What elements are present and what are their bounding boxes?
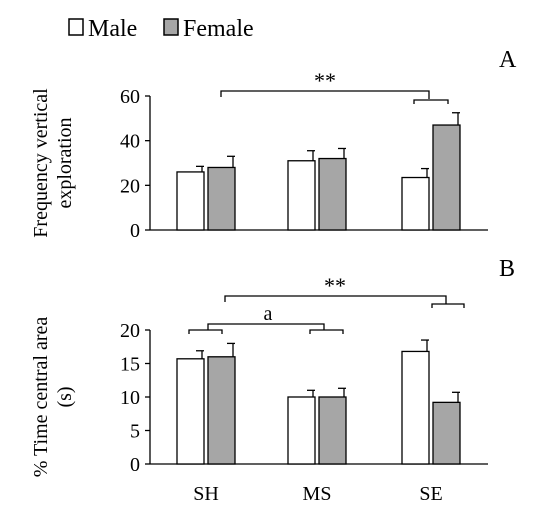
panel-label-B: B bbox=[499, 256, 515, 282]
sig-bracket-group bbox=[188, 329, 223, 334]
sig-label: ** bbox=[324, 273, 346, 298]
bar-male-se bbox=[401, 350, 430, 465]
x-tick-label-ms: MS bbox=[303, 483, 332, 505]
sig-label: ** bbox=[314, 68, 336, 93]
sig-letter: a bbox=[264, 303, 273, 325]
sig-bracket-group bbox=[431, 303, 465, 308]
bar-female-sh bbox=[207, 356, 236, 465]
y-tick-label: 20 bbox=[120, 320, 140, 342]
y-axis-label-line: Frequency vertical bbox=[30, 88, 52, 238]
legend-female-swatch bbox=[163, 18, 179, 36]
bar-male-ms bbox=[287, 396, 316, 465]
bar-male-sh bbox=[176, 171, 205, 231]
bar-female-sh bbox=[207, 166, 236, 231]
legend-male-label: Male bbox=[88, 16, 137, 42]
bar-female-ms bbox=[318, 157, 347, 231]
y-tick-label: 0 bbox=[130, 220, 140, 242]
y-tick-label: 10 bbox=[120, 387, 140, 409]
legend-svg: Male Female bbox=[68, 16, 254, 42]
y-axis-label-line: % Time central area bbox=[30, 317, 52, 478]
sig-bracket-small bbox=[413, 99, 449, 104]
y-tick-label: 5 bbox=[130, 421, 140, 443]
bar-male-se bbox=[401, 176, 430, 231]
x-tick-label-se: SE bbox=[419, 483, 442, 505]
y-axis-label-line: exploration bbox=[54, 117, 76, 208]
y-tick-label: 15 bbox=[120, 354, 140, 376]
y-tick-label: 0 bbox=[130, 454, 140, 476]
sig-bracket-group bbox=[309, 329, 344, 334]
sig-bracket-large bbox=[224, 295, 447, 304]
y-tick-label: 20 bbox=[120, 175, 140, 197]
y-tick-label: 60 bbox=[120, 86, 140, 108]
bar-male-ms bbox=[287, 160, 316, 231]
sig-bracket-large bbox=[220, 90, 430, 99]
legend-male-swatch bbox=[68, 18, 84, 36]
sig-bracket-sh-ms bbox=[207, 323, 325, 330]
legend-female-label: Female bbox=[183, 16, 254, 42]
x-tick-label-sh: SH bbox=[193, 483, 219, 505]
y-axis-label-line: (s) bbox=[54, 386, 76, 407]
bar-female-se bbox=[432, 401, 461, 465]
bar-female-ms bbox=[318, 396, 347, 465]
y-tick-label: 40 bbox=[120, 131, 140, 153]
bar-female-se bbox=[432, 124, 461, 231]
bar-male-sh bbox=[176, 358, 205, 465]
